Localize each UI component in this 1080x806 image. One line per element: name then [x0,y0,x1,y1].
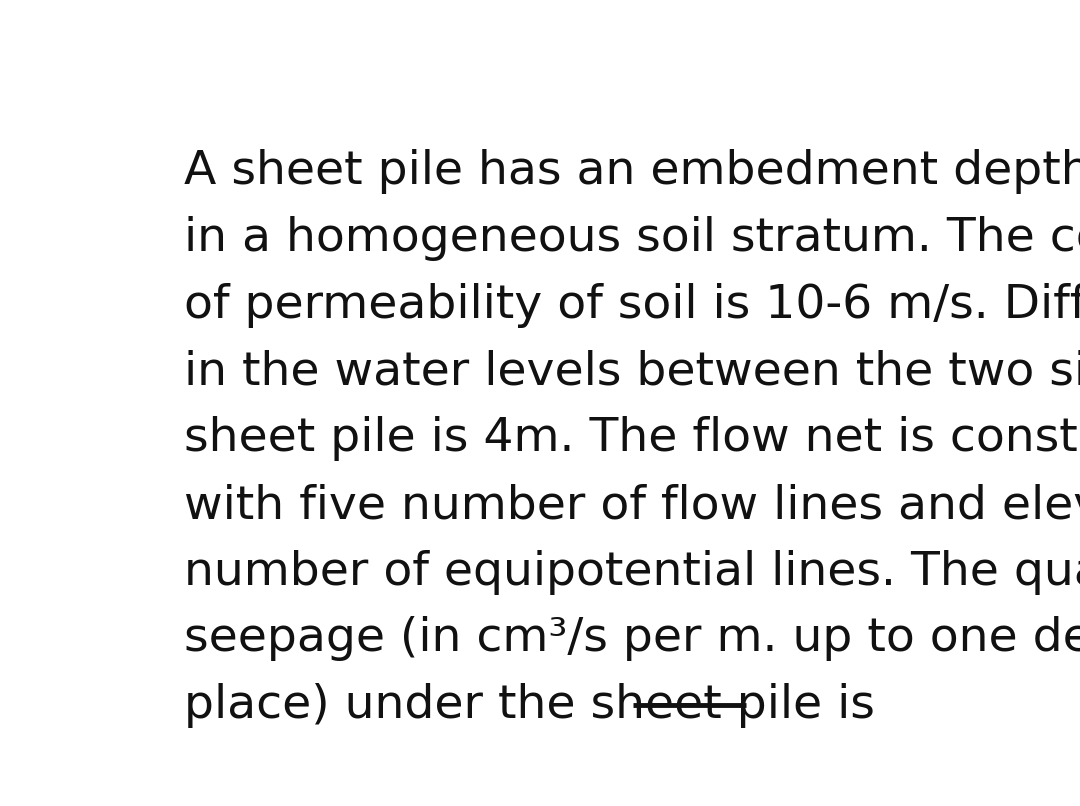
Text: in a homogeneous soil stratum. The coefficient: in a homogeneous soil stratum. The coeff… [184,216,1080,261]
Text: seepage (in cm³/s per m. up to one decimal: seepage (in cm³/s per m. up to one decim… [184,617,1080,662]
Text: with five number of flow lines and eleven: with five number of flow lines and eleve… [184,483,1080,528]
Text: in the water levels between the two sides of the: in the water levels between the two side… [184,350,1080,395]
Text: of permeability of soil is 10-6 m/s. Difference: of permeability of soil is 10-6 m/s. Dif… [184,283,1080,328]
Text: place) under the sheet pile is: place) under the sheet pile is [184,683,875,728]
Text: sheet pile is 4m. The flow net is constructed: sheet pile is 4m. The flow net is constr… [184,417,1080,461]
Text: A sheet pile has an embedment depth of 12 m: A sheet pile has an embedment depth of 1… [184,149,1080,194]
Text: number of equipotential lines. The quantity of: number of equipotential lines. The quant… [184,550,1080,595]
